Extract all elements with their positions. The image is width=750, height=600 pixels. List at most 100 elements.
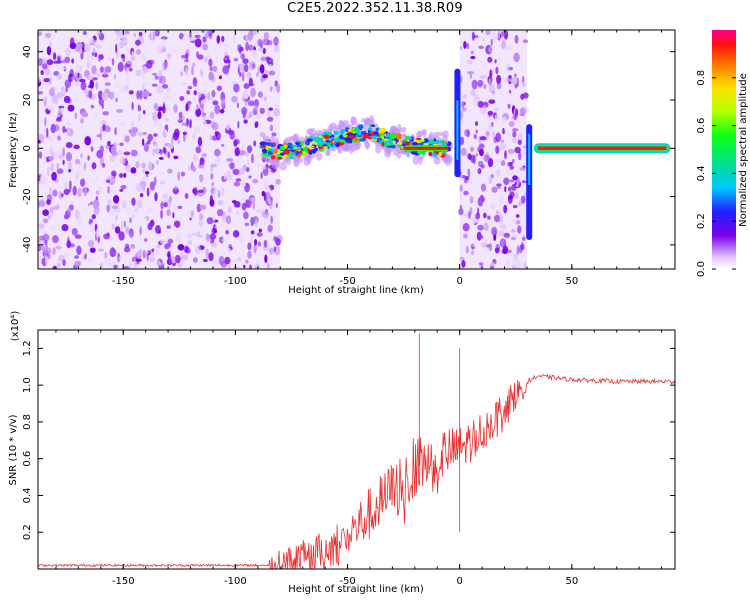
signal-halo xyxy=(325,150,331,157)
noise-blob xyxy=(174,203,177,212)
noise-blob xyxy=(118,256,122,261)
noise-blob xyxy=(90,201,93,205)
noise-blob xyxy=(208,71,214,81)
signal-core xyxy=(394,133,402,138)
noise-blob xyxy=(247,100,255,107)
noise-blob xyxy=(111,58,115,66)
noise-blob xyxy=(523,92,529,99)
snr-frame xyxy=(37,329,676,570)
noise-blob xyxy=(496,158,503,164)
noise-blob xyxy=(192,154,199,163)
noise-blob xyxy=(121,220,124,230)
noise-blob xyxy=(109,188,116,194)
noise-blob xyxy=(187,85,193,90)
noise-blob xyxy=(252,178,259,184)
noise-blob xyxy=(479,74,487,79)
noise-blob xyxy=(65,85,68,93)
noise-blob xyxy=(125,164,132,173)
y-tick-label: 0.2 xyxy=(22,524,33,540)
noise-blob xyxy=(87,203,90,207)
noise-blob xyxy=(105,179,111,183)
noise-blob xyxy=(509,165,515,170)
noise-blob xyxy=(130,243,135,249)
noise-blob xyxy=(115,30,122,37)
signal-core xyxy=(439,139,445,144)
noise-blob xyxy=(238,149,246,156)
noise-blob xyxy=(260,41,263,50)
noise-blob xyxy=(224,55,230,59)
noise-blob xyxy=(189,118,192,129)
signal-core xyxy=(300,140,304,146)
noise-blob xyxy=(192,77,198,88)
signal-core xyxy=(377,130,384,134)
noise-blob xyxy=(522,39,529,44)
noise-blob xyxy=(216,35,221,44)
noise-blob xyxy=(246,145,253,154)
noise-blob xyxy=(218,75,223,80)
noise-blob xyxy=(263,96,268,102)
noise-blob xyxy=(129,217,132,224)
noise-blob xyxy=(143,238,148,242)
noise-blob xyxy=(494,107,499,112)
signal-core xyxy=(290,152,296,156)
noise-blob xyxy=(494,113,500,123)
noise-blob xyxy=(500,139,504,143)
noise-blob xyxy=(488,243,493,252)
noise-blob xyxy=(257,65,260,75)
noise-blob xyxy=(152,147,160,154)
noise-blob xyxy=(181,122,188,126)
noise-blob xyxy=(149,181,155,191)
noise-blob xyxy=(210,173,214,180)
noise-blob xyxy=(514,258,522,269)
noise-blob xyxy=(163,202,168,208)
noise-blob xyxy=(511,183,517,191)
noise-blob xyxy=(262,74,268,79)
noise-blob xyxy=(87,256,92,262)
noise-blob xyxy=(193,30,197,34)
noise-blob xyxy=(488,46,493,53)
noise-blob xyxy=(260,171,263,180)
y-tick-label: 0.6 xyxy=(22,451,33,467)
noise-blob xyxy=(180,54,188,59)
noise-blob xyxy=(56,117,62,121)
noise-blob xyxy=(56,262,61,268)
noise-blob xyxy=(120,85,126,95)
signal-core xyxy=(265,145,273,148)
signal-core xyxy=(438,152,443,157)
noise-blob xyxy=(156,159,159,165)
noise-blob xyxy=(64,251,69,259)
signal-core xyxy=(380,139,385,143)
noise-blob xyxy=(504,150,507,160)
x-tick-label: -100 xyxy=(224,576,247,587)
noise-blob xyxy=(184,246,189,254)
noise-blob xyxy=(62,125,66,134)
noise-blob xyxy=(465,246,469,254)
noise-blob xyxy=(515,214,520,218)
noise-blob xyxy=(129,261,132,269)
noise-blob xyxy=(219,109,225,114)
spectrogram-x-ticks: -150 -100 -50 0 50 xyxy=(55,30,663,287)
noise-blob xyxy=(123,172,127,178)
snr-panel: -150 -100 -50 0 50 0.2 0.4 0.6 0.8 1.0 1.2 Height… xyxy=(8,311,676,595)
noise-blob xyxy=(131,101,134,111)
noise-blob xyxy=(239,46,244,52)
signal-core xyxy=(334,142,341,148)
noise-blob xyxy=(123,220,127,228)
noise-blob xyxy=(56,162,60,171)
noise-blob xyxy=(511,137,519,144)
noise-blob xyxy=(261,166,267,170)
noise-blob xyxy=(162,146,166,154)
noise-blob xyxy=(496,74,502,85)
noise-blob xyxy=(491,68,494,75)
noise-blob xyxy=(95,190,100,195)
noise-blob xyxy=(182,36,186,41)
noise-blob xyxy=(481,235,484,239)
noise-blob xyxy=(470,88,477,97)
noise-blob xyxy=(107,186,110,194)
noise-blob xyxy=(202,43,208,51)
noise-blob xyxy=(125,84,128,92)
noise-blob xyxy=(74,158,81,165)
noise-blob xyxy=(94,111,99,118)
noise-blob xyxy=(478,148,484,157)
signal-core xyxy=(295,141,300,145)
